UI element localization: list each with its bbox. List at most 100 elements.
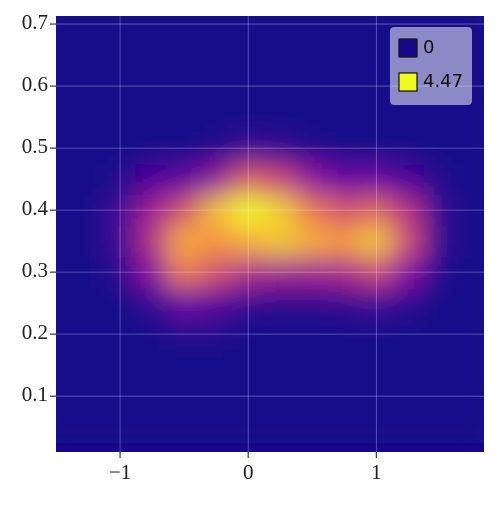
cell xyxy=(263,194,297,227)
cell xyxy=(327,411,361,444)
cell xyxy=(263,132,297,165)
cell xyxy=(231,132,265,165)
cell xyxy=(359,101,393,134)
cell xyxy=(71,225,105,258)
cell xyxy=(199,349,233,382)
cell xyxy=(56,287,73,320)
cell xyxy=(231,287,265,320)
cell xyxy=(455,225,484,258)
cell xyxy=(71,411,105,444)
cell xyxy=(199,70,233,103)
cell xyxy=(423,194,457,227)
cell xyxy=(359,349,393,382)
y-tick-label: 0.1 xyxy=(22,382,48,406)
cell xyxy=(56,163,73,196)
cell xyxy=(455,101,484,134)
cell xyxy=(56,318,73,351)
cell xyxy=(103,411,137,444)
cell xyxy=(231,16,265,41)
cell xyxy=(167,380,201,413)
cell xyxy=(103,256,137,289)
cell xyxy=(167,132,201,165)
cell xyxy=(135,101,169,134)
cell xyxy=(455,132,484,165)
cell xyxy=(56,225,73,258)
cell xyxy=(199,16,233,41)
cell xyxy=(263,70,297,103)
cell xyxy=(199,287,233,320)
cell xyxy=(327,132,361,165)
y-tick-label: 0.6 xyxy=(22,72,48,96)
cell xyxy=(359,70,393,103)
y-tick-label: 0.4 xyxy=(22,196,49,220)
cell xyxy=(455,349,484,382)
cell xyxy=(135,163,169,196)
cell xyxy=(231,39,265,72)
cell xyxy=(167,287,201,320)
cell xyxy=(295,163,329,196)
cell xyxy=(167,163,201,196)
cell xyxy=(455,318,484,351)
cell xyxy=(71,256,105,289)
cell xyxy=(231,70,265,103)
cell xyxy=(391,256,425,289)
cell xyxy=(231,101,265,134)
cell xyxy=(327,194,361,227)
cell xyxy=(295,132,329,165)
cell xyxy=(56,70,73,103)
cell xyxy=(231,256,265,289)
cell xyxy=(135,411,169,444)
cell xyxy=(56,39,73,72)
cell xyxy=(295,318,329,351)
cell xyxy=(56,380,73,413)
cell xyxy=(327,16,361,41)
cell xyxy=(327,101,361,134)
cell xyxy=(56,349,73,382)
cell xyxy=(327,70,361,103)
cell xyxy=(327,163,361,196)
x-tick-label: −1 xyxy=(109,460,131,484)
cell xyxy=(71,194,105,227)
cell xyxy=(71,132,105,165)
cell xyxy=(359,16,393,41)
cell xyxy=(231,380,265,413)
cell xyxy=(199,101,233,134)
cell xyxy=(423,287,457,320)
cell xyxy=(199,225,233,258)
cell xyxy=(167,256,201,289)
cell xyxy=(327,287,361,320)
legend: 04.47 xyxy=(390,27,472,105)
cell xyxy=(56,101,73,134)
cell xyxy=(103,70,137,103)
legend-swatch xyxy=(398,72,418,92)
cell xyxy=(295,194,329,227)
cell xyxy=(167,101,201,134)
cell xyxy=(295,16,329,41)
cell xyxy=(391,194,425,227)
cell xyxy=(71,70,105,103)
cell xyxy=(103,287,137,320)
cell xyxy=(135,318,169,351)
cell xyxy=(167,411,201,444)
cell xyxy=(167,16,201,41)
cell xyxy=(295,101,329,134)
cell xyxy=(231,163,265,196)
cell xyxy=(263,318,297,351)
cell xyxy=(455,163,484,196)
cell xyxy=(391,101,425,134)
cell xyxy=(327,349,361,382)
cell xyxy=(391,380,425,413)
cell xyxy=(423,225,457,258)
cell xyxy=(455,256,484,289)
cell xyxy=(391,225,425,258)
cell xyxy=(103,225,137,258)
cell xyxy=(263,101,297,134)
cell xyxy=(167,225,201,258)
cell xyxy=(295,39,329,72)
cell xyxy=(199,380,233,413)
cell xyxy=(56,16,73,41)
cell xyxy=(167,349,201,382)
cell xyxy=(391,163,425,196)
cell xyxy=(263,39,297,72)
cell xyxy=(71,163,105,196)
